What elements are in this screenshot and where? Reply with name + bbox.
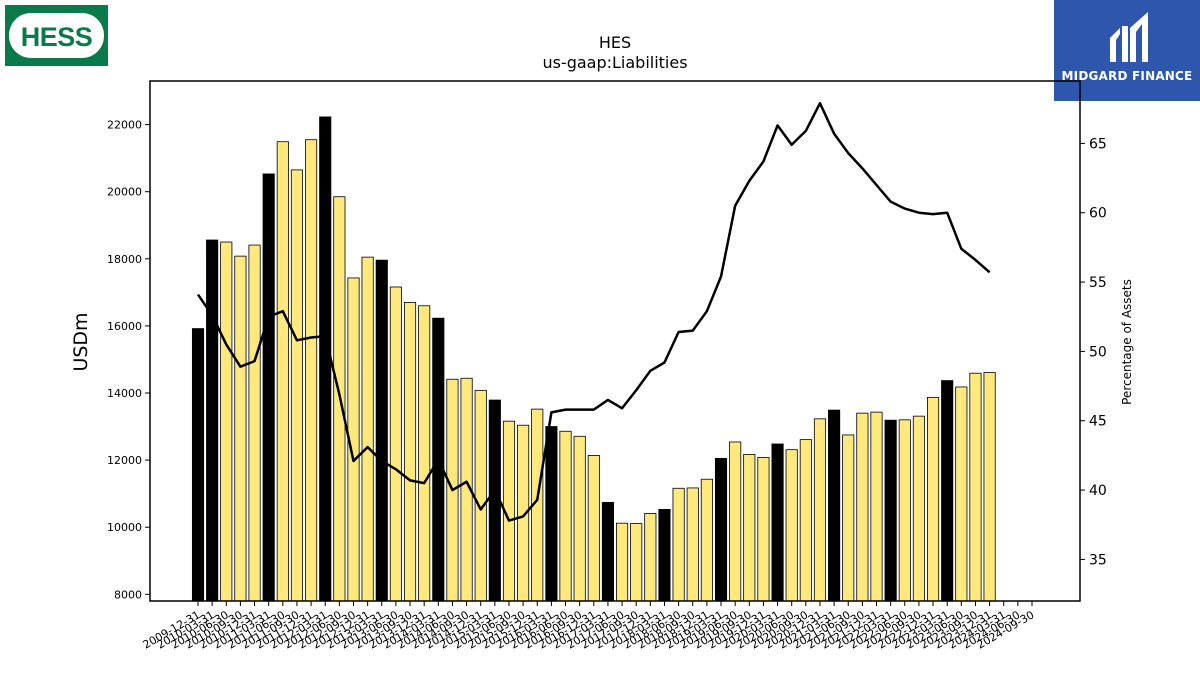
- midgard-finance-logo: MIDGARD FINANCE: [1054, 0, 1200, 101]
- y-tick-label: 14000: [107, 387, 142, 400]
- bar: [290, 169, 304, 602]
- bar: [912, 415, 925, 602]
- axes-group: 8000 10000 12000 14000 16000 18000 20000 22000 3…: [107, 80, 1107, 652]
- bar: [927, 396, 940, 602]
- chart-title: HES: [599, 33, 631, 52]
- bar: [828, 409, 841, 602]
- bar: [319, 116, 332, 602]
- bars-group: [191, 116, 996, 602]
- bar: [403, 302, 417, 602]
- bar: [587, 454, 600, 602]
- y2-tick-label: 40: [1089, 483, 1107, 499]
- bar: [856, 412, 869, 602]
- y2-tick-label: 45: [1089, 414, 1107, 430]
- y2-tick-label: 60: [1089, 206, 1107, 222]
- y-tick-label: 12000: [107, 454, 142, 467]
- y-tick-label: 22000: [107, 119, 142, 132]
- bar: [729, 441, 742, 602]
- bar: [644, 513, 657, 602]
- y-tick-label: 18000: [107, 253, 142, 266]
- bar: [658, 509, 671, 602]
- bar: [573, 435, 586, 602]
- bar: [686, 487, 699, 602]
- bar: [771, 443, 784, 602]
- y2-tick-label: 55: [1089, 275, 1107, 291]
- plot-frame: [149, 80, 1081, 602]
- bar: [743, 453, 756, 602]
- bar: [262, 173, 275, 602]
- bar: [983, 372, 996, 602]
- midgard-finance-label: MIDGARD FINANCE: [1061, 69, 1193, 83]
- line-group: [196, 101, 991, 522]
- y-axis-label: USDm: [70, 312, 92, 371]
- bar: [714, 458, 728, 602]
- y2-tick-label: 50: [1089, 344, 1107, 360]
- bar: [418, 305, 431, 602]
- bar: [898, 419, 911, 602]
- bar: [191, 328, 205, 602]
- bar: [700, 478, 713, 602]
- bar: [559, 430, 572, 602]
- bar: [630, 523, 643, 602]
- bar: [616, 522, 629, 602]
- y2-tick-label: 35: [1089, 552, 1107, 568]
- bar: [248, 244, 261, 602]
- bar: [955, 386, 968, 602]
- bar: [220, 241, 233, 602]
- y2-axis-label: Percentage of Assets: [1120, 279, 1134, 405]
- y-tick-label: 20000: [107, 186, 142, 199]
- bar: [884, 419, 897, 602]
- bar: [842, 434, 855, 602]
- bar: [941, 380, 954, 602]
- bar: [813, 418, 827, 602]
- y-tick-label: 8000: [114, 588, 142, 601]
- bar: [234, 255, 247, 602]
- bar: [799, 439, 812, 602]
- bar: [474, 389, 487, 602]
- y2-tick-label: 65: [1089, 136, 1107, 152]
- bar: [969, 372, 982, 602]
- bar: [545, 426, 558, 602]
- bar: [305, 139, 318, 602]
- percentage-line: [196, 101, 991, 522]
- svg-text:HESS: HESS: [21, 22, 93, 52]
- bar: [601, 501, 614, 602]
- y-tick-label: 10000: [107, 521, 142, 534]
- bar: [361, 256, 374, 602]
- bar: [375, 259, 388, 602]
- bar: [870, 411, 883, 602]
- bar: [785, 449, 798, 602]
- bar: [389, 286, 402, 602]
- hess-logo: HESS: [5, 5, 108, 66]
- bar: [757, 457, 770, 602]
- chart-subtitle: us-gaap:Liabilities: [542, 53, 687, 72]
- bar: [206, 239, 219, 602]
- bar: [276, 141, 289, 602]
- y-tick-label: 16000: [107, 320, 142, 333]
- bar: [672, 487, 685, 602]
